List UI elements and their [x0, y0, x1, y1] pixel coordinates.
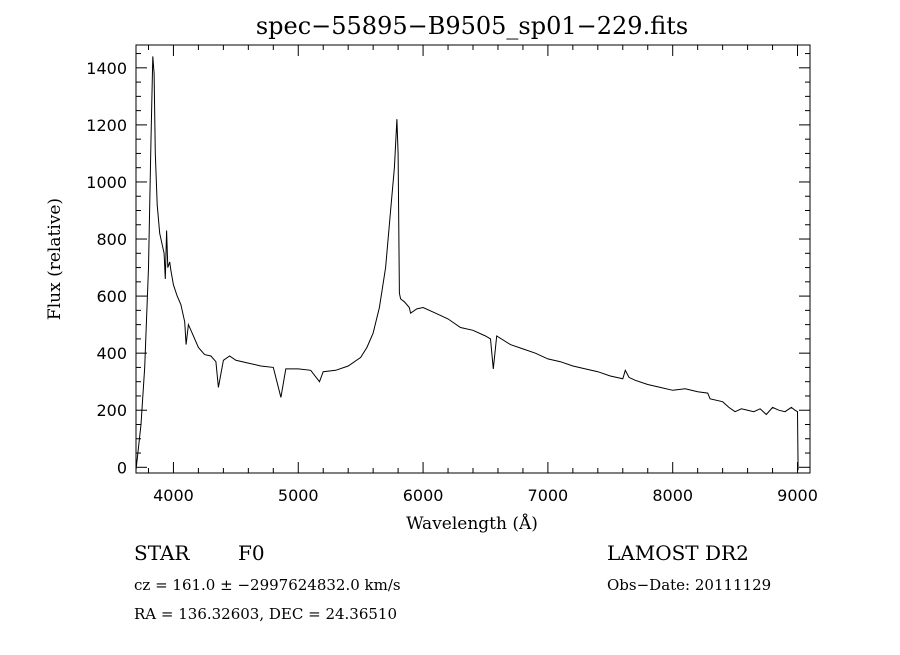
y-tick-label: 400 [96, 344, 127, 363]
spectrum-line [135, 56, 799, 471]
x-axis-label: Wavelength (Å) [406, 513, 538, 534]
y-axis-label: Flux (relative) [45, 198, 65, 320]
y-tick-label: 1000 [86, 173, 127, 192]
redshift-text: cz = 161.0 ± −2997624832.0 km/s [134, 576, 401, 594]
y-axis: 0 200 400 600 800 1000 1200 1400 [86, 53, 810, 477]
y-tick-label: 200 [96, 401, 127, 420]
obs-date-text: Obs−Date: 20111129 [607, 576, 771, 594]
y-tick-label: 600 [96, 287, 127, 306]
chart-title: spec−55895−B9505_sp01−229.fits [256, 12, 688, 40]
x-tick-label: 8000 [652, 486, 693, 505]
y-tick-label: 800 [96, 230, 127, 249]
y-tick-label: 1200 [86, 116, 127, 135]
plot-frame [135, 44, 811, 474]
survey-name: LAMOST DR2 [607, 541, 749, 565]
x-tick-label: 7000 [528, 486, 569, 505]
x-tick-label: 6000 [403, 486, 444, 505]
x-tick-label: 9000 [777, 486, 818, 505]
object-class: STAR [134, 541, 190, 565]
x-axis: 4000 5000 6000 7000 8000 9000 [147, 45, 818, 505]
y-tick-label: 1400 [86, 59, 127, 78]
x-tick-label: 4000 [153, 486, 194, 505]
coords-text: RA = 136.32603, DEC = 24.36510 [134, 605, 397, 623]
x-tick-label: 5000 [278, 486, 319, 505]
y-tick-label: 0 [117, 458, 127, 477]
object-subclass: F0 [238, 541, 265, 565]
